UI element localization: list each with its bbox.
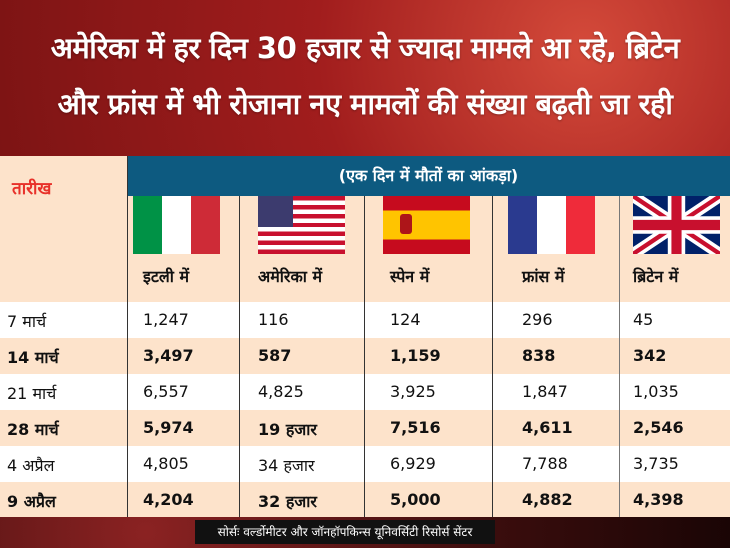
row-date: 28 मार्च (7, 420, 59, 439)
cell-value: 6,929 (390, 454, 436, 473)
column-divider (127, 156, 128, 517)
column-header-uk: ब्रिटेन में (633, 267, 679, 286)
cell-value: 45 (633, 310, 654, 329)
cell-value: 4,825 (258, 382, 304, 401)
cell-value: 4,805 (143, 454, 189, 473)
date-column-header: तारीख (12, 179, 52, 199)
uk-flag-icon (633, 196, 720, 254)
cell-value: 4,882 (522, 490, 573, 509)
table-subtitle: (एक दिन में मौतों का आंकड़ा) (127, 156, 730, 196)
cell-value: 3,925 (390, 382, 436, 401)
france-flag-icon (508, 196, 595, 254)
column-header-usa: अमेरिका में (258, 267, 323, 286)
cell-value: 4,398 (633, 490, 684, 509)
table-row: 28 मार्च 5,974 19 हजार 7,516 4,611 2,546 (0, 410, 730, 446)
cell-value: 6,557 (143, 382, 189, 401)
table-row: 14 मार्च 3,497 587 1,159 838 342 (0, 338, 730, 374)
cell-value: 5,000 (390, 490, 441, 509)
column-divider (364, 196, 365, 517)
italy-flag-icon (133, 196, 220, 254)
cell-value: 34 हजार (258, 456, 315, 475)
headline-banner: अमेरिका में हर दिन 30 हजार से ज्यादा माम… (0, 0, 730, 156)
row-date: 4 अप्रैल (7, 456, 55, 475)
cell-value: 7,788 (522, 454, 568, 473)
spain-flag-icon (383, 196, 470, 254)
cell-value: 1,159 (390, 346, 441, 365)
cell-value: 3,497 (143, 346, 194, 365)
column-divider (619, 196, 620, 517)
cell-value: 3,735 (633, 454, 679, 473)
row-date: 14 मार्च (7, 348, 59, 367)
cell-value: 1,247 (143, 310, 189, 329)
cell-value: 116 (258, 310, 289, 329)
table-row: 21 मार्च 6,557 4,825 3,925 1,847 1,035 (0, 374, 730, 410)
cell-value: 1,035 (633, 382, 679, 401)
cell-value: 32 हजार (258, 492, 317, 511)
headline-line-2: और फ्रांस में भी रोजाना नए मामलों की संख… (57, 87, 673, 121)
cell-value: 7,516 (390, 418, 441, 437)
column-header-italy: इटली में (143, 267, 190, 286)
cell-value: 5,974 (143, 418, 194, 437)
row-date: 21 मार्च (7, 384, 57, 403)
cell-value: 2,546 (633, 418, 684, 437)
cell-value: 4,611 (522, 418, 573, 437)
table-row: 9 अप्रैल 4,204 32 हजार 5,000 4,882 4,398 (0, 482, 730, 518)
column-header-spain: स्पेन में (390, 267, 430, 286)
cell-value: 1,847 (522, 382, 568, 401)
row-date: 9 अप्रैल (7, 492, 56, 511)
source-note: सोर्सः वर्ल्डोमीटर और जॉनहॉपकिन्स यूनिवर… (195, 520, 495, 544)
cell-value: 838 (522, 346, 556, 365)
column-divider (492, 196, 493, 517)
table-row: 7 मार्च 1,247 116 124 296 45 (0, 302, 730, 338)
cell-value: 342 (633, 346, 667, 365)
table-row: 4 अप्रैल 4,805 34 हजार 6,929 7,788 3,735 (0, 446, 730, 482)
usa-flag-icon (258, 196, 345, 254)
cell-value: 124 (390, 310, 421, 329)
column-divider (239, 196, 240, 517)
cell-value: 587 (258, 346, 292, 365)
headline-line-1: अमेरिका में हर दिन 30 हजार से ज्यादा माम… (50, 31, 680, 65)
column-header-france: फ्रांस में (522, 267, 565, 286)
cell-value: 4,204 (143, 490, 194, 509)
cell-value: 296 (522, 310, 553, 329)
cell-value: 19 हजार (258, 420, 317, 439)
row-date: 7 मार्च (7, 312, 47, 331)
